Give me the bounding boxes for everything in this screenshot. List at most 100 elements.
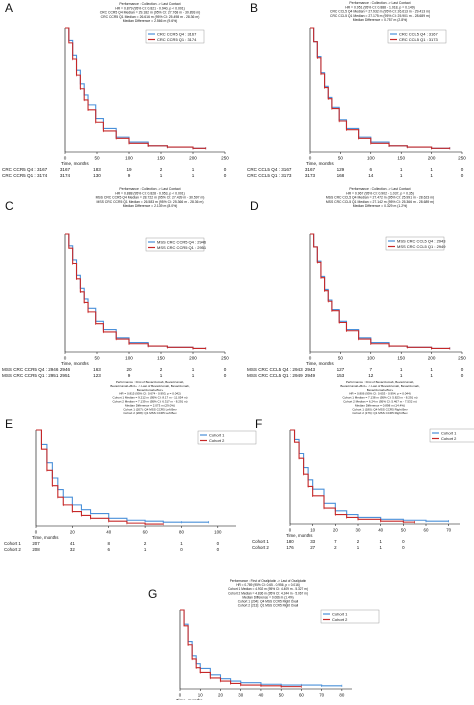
legend-label: CRC CCL5 Q1 : 3173 <box>399 37 438 42</box>
risk-count: 1 <box>160 173 163 178</box>
legend-box <box>385 236 445 251</box>
risk-row-label: Cohort 1 <box>4 541 21 546</box>
panel-label: C <box>5 199 14 213</box>
header-line: Median Difference = 0.898 m (14.4%) <box>355 403 405 407</box>
risk-start-count: 2949 <box>305 373 316 378</box>
risk-count: 127 <box>337 367 345 372</box>
risk-start-count: 176 <box>286 545 294 550</box>
panel-label: B <box>250 1 258 15</box>
header-line: MSS CRC CCR5 Q4 Median = 28.722 m (95% C… <box>96 196 205 200</box>
risk-count: 6 <box>108 547 111 552</box>
x-tick-label: 40 <box>258 693 263 698</box>
risk-count: 0 <box>461 367 464 372</box>
header-line: Performance : Collection -> Last Contact <box>349 187 410 191</box>
x-tick-label: 20 <box>218 693 223 698</box>
risk-start-count: 208 <box>32 547 40 552</box>
risk-count: 153 <box>337 373 345 378</box>
x-tick-label: 0 <box>64 356 67 361</box>
header-line: Cohort 1 (207): Q4 MSS CCR5 Left Bev <box>123 407 177 411</box>
risk-count: 1 <box>192 167 195 172</box>
x-tick-label: 200 <box>189 356 197 361</box>
x-tick-label: 50 <box>338 356 344 361</box>
risk-count: 0 <box>224 173 227 178</box>
risk-count: 1 <box>430 373 433 378</box>
legend-label: MSS CRC CCL5 Q1 : 2949 <box>397 244 446 249</box>
header-line: Cohort 1 (204): Q4 MSS CCR5 Right Oxali <box>238 600 299 604</box>
legend-label: Cohort 1 <box>332 612 348 617</box>
x-tick-label: 0 <box>309 356 312 361</box>
x-tick-label: 100 <box>125 356 133 361</box>
risk-start-count: 2943 <box>305 367 316 372</box>
x-tick-label: 0 <box>64 156 67 161</box>
legend-box <box>145 29 205 44</box>
risk-count: 0 <box>180 547 183 552</box>
header-line: MSS CRC CCL5 Q4 Median = 27.472 m (95% C… <box>326 196 434 200</box>
x-tick-label: 250 <box>221 156 229 161</box>
risk-count: 41 <box>70 541 75 546</box>
risk-count: 20 <box>126 367 132 372</box>
header-line: Cohort 2 Median = 4.836 m (95% CI: 4.244… <box>228 591 308 595</box>
x-tick-label: 100 <box>367 356 375 361</box>
risk-row-label: MSS CRC CCR5 Q4 : 2946 <box>2 367 59 372</box>
panel-e: E Performance : First of Bevacizumab, Bev… <box>4 380 257 552</box>
risk-count: 7 <box>370 367 373 372</box>
x-tick-label: 50 <box>94 356 100 361</box>
x-axis-label: Time, months <box>32 535 59 540</box>
x-tick-label: 150 <box>157 156 165 161</box>
legend-label: CRC CCL5 Q4 : 3167 <box>399 32 438 37</box>
header-line: HR = 0.951 (95% CI: 0.888 - 1.018, p = 0… <box>345 5 415 9</box>
x-tick-label: 60 <box>424 528 429 533</box>
x-tick-label: 200 <box>428 156 436 161</box>
risk-count: 0 <box>402 545 405 550</box>
risk-count: 0 <box>224 167 227 172</box>
x-tick-label: 80 <box>179 530 184 535</box>
panel-a: A Performance : Collection -> Last Contac… <box>2 1 229 178</box>
x-axis-label: Time, months <box>286 533 313 538</box>
legend-label: Cohort 2 <box>441 436 457 441</box>
series-line-2 <box>310 27 450 149</box>
risk-count: 163 <box>93 367 101 372</box>
legend-label: Cohort 1 <box>209 433 225 438</box>
series-line-1 <box>65 27 206 149</box>
panel-label: D <box>250 199 259 213</box>
header-line: Cohort 1 Median = 4.902 m (95% CI: 4.409… <box>228 587 308 591</box>
panel-d: D Performance : Collection -> Last Contac… <box>247 187 466 378</box>
header-line: Performance : Collection -> Last Contact <box>119 2 180 6</box>
risk-count: 129 <box>337 167 345 172</box>
header-line: Bevacizumab+Bvz+ <box>137 388 164 392</box>
x-tick-label: 70 <box>446 528 451 533</box>
legend-label: CRC CCR5 Q4 : 3167 <box>157 32 197 37</box>
series-line-1 <box>36 429 209 523</box>
risk-count: 2 <box>160 167 163 172</box>
header-line: Cohort 2 (213): Q1 MSS CCR5 Right Oxali <box>238 604 299 608</box>
legend-label: Cohort 2 <box>332 617 348 622</box>
header-line: Performance : First of Oxaliplatin -> La… <box>230 579 307 583</box>
legend-label: MSS CRC CCL5 Q4 : 2943 <box>397 239 446 244</box>
risk-count: 2 <box>144 541 147 546</box>
panel-c: C Performance : Collection -> Last Contac… <box>2 187 229 378</box>
header-line: MSS CRC CCL5 Q1 Median = 27.142 m (95% C… <box>326 200 434 204</box>
risk-count: 27 <box>310 545 315 550</box>
risk-count: 19 <box>126 167 132 172</box>
risk-count: 1 <box>192 173 195 178</box>
header-line: Cohort 1 Median = 7.138 m (95% CI: 5.823… <box>342 396 417 400</box>
risk-start-count: 3167 <box>305 167 316 172</box>
x-tick-label: 100 <box>367 156 375 161</box>
risk-count: 6 <box>370 167 373 172</box>
x-tick-label: 100 <box>125 156 133 161</box>
x-tick-label: 250 <box>458 156 466 161</box>
header-line: HR = 0.806 (95% CI: 0.653 - 0.994, p = 0… <box>349 392 411 396</box>
risk-count: 1 <box>379 539 382 544</box>
header-line: Bevacizumab+Bvz+ -> Last of Bevacizumab,… <box>340 384 419 388</box>
risk-count: 130 <box>93 173 101 178</box>
risk-count: 0 <box>224 367 227 372</box>
header-line: Performance : Collection -> Last Contact <box>349 1 410 5</box>
risk-count: 1 <box>357 545 360 550</box>
header-line: Median Difference = 0.329 m (1.2%) <box>353 204 408 208</box>
header-line: Performance : First of Bevacizumab, Beva… <box>116 380 184 384</box>
risk-count: 12 <box>368 373 374 378</box>
risk-count: 0 <box>224 373 227 378</box>
x-tick-label: 50 <box>94 156 100 161</box>
legend-label: CRC CCR5 Q1 : 3174 <box>157 37 197 42</box>
risk-count: 1 <box>430 173 433 178</box>
